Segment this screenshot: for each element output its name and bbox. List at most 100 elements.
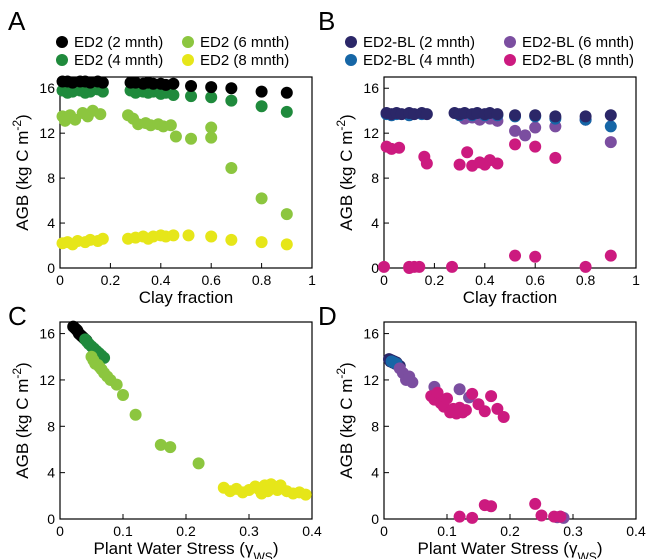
data-point-a-series-3: [182, 229, 195, 242]
data-point-a-series-1: [167, 88, 180, 101]
data-point-b-series-0: [420, 108, 433, 121]
data-point-a-series-3: [255, 236, 268, 249]
x-tick-label-d: 0.1: [437, 523, 457, 539]
y-tick-label-d: 8: [371, 418, 379, 434]
data-point-b-series-3: [509, 249, 522, 262]
data-point-c-series-3: [261, 485, 274, 498]
data-point-a-series-1: [205, 91, 218, 104]
legend-b-marker-0: [345, 36, 357, 48]
plot-panels: 0 0.2 0.4 0.6 0.8 1 0 4 8 12 16 Clay fraction AGB (k…: [10, 75, 646, 559]
x-tick-label-a: 0.6: [201, 272, 221, 288]
data-point-b-series-3: [378, 260, 390, 273]
data-point-a-series-3: [205, 230, 218, 243]
data-point-b-series-3: [461, 146, 474, 159]
data-point-b-series-0: [491, 108, 504, 121]
data-point-a-series-1: [96, 85, 109, 98]
data-point-a-series-2: [169, 130, 182, 143]
y-tick-label-d: 12: [363, 372, 379, 388]
y-tick-label-a: 16: [39, 80, 55, 96]
data-point-d-series-3: [466, 511, 479, 524]
data-point-b-series-3: [403, 262, 416, 274]
data-point-b-series-3: [529, 250, 542, 263]
data-point-a-series-1: [225, 94, 238, 107]
plot-frame-b: [383, 76, 637, 269]
data-point-a-series-2: [225, 162, 238, 175]
data-point-d-series-3: [485, 500, 498, 513]
data-point-b-series-2: [509, 124, 522, 137]
legend-a: ED2 (2 mnth) ED2 (4 mnth) ED2 (6 mnth) E…: [56, 34, 289, 69]
x-tick-label-a: 0.4: [151, 272, 171, 288]
data-point-c-series-2: [129, 408, 142, 421]
data-point-c-series-3: [299, 488, 312, 501]
panel-d: 0 0.1 0.2 0.3 0.4 0 4 8 12 16 Plant Water Stress (…: [334, 321, 646, 559]
y-axis-label-c: AGB (kg C m-2): [10, 362, 32, 478]
x-axis-label-b: Clay fraction: [463, 288, 557, 307]
legend-a-marker-3: [182, 54, 194, 66]
x-tick-label-b: 0.2: [425, 272, 445, 288]
legend-a-marker-1: [56, 54, 68, 66]
data-point-d-series-3: [491, 402, 504, 415]
data-point-a-series-3: [96, 232, 109, 245]
x-tick-label-a: 1: [308, 272, 316, 288]
y-axis-label-close: ): [337, 362, 356, 368]
y-axis-label-superscript: -2: [334, 120, 348, 131]
x-tick-label-b: 0.4: [475, 272, 495, 288]
data-point-b-series-3: [446, 260, 459, 273]
y-axis-label-superscript: -2: [10, 120, 24, 131]
data-point-b-series-3: [549, 151, 562, 164]
data-point-a-series-2: [164, 119, 177, 132]
x-tick-label-b: 0.8: [576, 272, 596, 288]
x-axis-label-close: ): [273, 539, 279, 558]
legend-b-label-3: ED2-BL (8 mnth): [522, 52, 634, 69]
y-tick-label-c: 0: [47, 511, 55, 527]
x-axis-label-subscript: WS: [253, 550, 272, 559]
data-point-b-series-3: [491, 157, 504, 170]
legend-a-label-1: ED2 (4 mnth): [74, 52, 163, 69]
data-point-a-series-0: [225, 82, 238, 95]
data-point-b-series-3: [393, 141, 406, 154]
y-axis-label-b: AGB (kg C m-2): [334, 114, 356, 230]
data-point-a-series-0: [167, 77, 180, 90]
panel-b: 0 0.2 0.4 0.6 0.8 1 0 4 8 12 16 Clay fraction AGB (k…: [334, 76, 640, 307]
data-point-a-series-0: [185, 79, 198, 92]
data-point-d-series-2: [453, 383, 466, 396]
y-tick-label-b: 12: [363, 125, 379, 141]
legend-a-marker-2: [182, 36, 194, 48]
x-tick-label-a: 0.2: [101, 272, 121, 288]
y-tick-label-d: 0: [371, 511, 379, 527]
data-point-d-series-3: [478, 405, 491, 418]
data-point-a-series-0: [280, 86, 293, 99]
x-tick-label-d: 0: [380, 523, 388, 539]
data-point-c-series-2: [154, 438, 167, 451]
y-axis-label-d: AGB (kg C m-2): [334, 362, 356, 478]
x-axis-label-close: ): [597, 539, 603, 558]
panel-letter-c: C: [8, 301, 27, 331]
y-tick-label-b: 0: [371, 260, 379, 276]
y-tick-label-b: 16: [363, 80, 379, 96]
x-axis-label-d: Plant Water Stress (γWS): [418, 539, 603, 559]
data-point-d-series-3: [554, 510, 567, 523]
y-tick-label-b: 8: [371, 170, 379, 186]
data-point-b-series-3: [579, 260, 592, 273]
legend-b-marker-2: [504, 36, 516, 48]
data-point-d-series-3: [535, 509, 548, 522]
data-point-a-series-2: [94, 108, 107, 121]
y-tick-label-d: 4: [371, 465, 379, 481]
y-axis-label-close: ): [13, 114, 32, 120]
y-axis-label-a: AGB (kg C m-2): [10, 114, 32, 230]
data-point-d-series-3: [485, 390, 498, 403]
data-point-b-series-3: [453, 158, 466, 171]
panel-a: 0 0.2 0.4 0.6 0.8 1 0 4 8 12 16 Clay fraction AGB (k…: [10, 75, 316, 307]
plot-frame-a: [59, 76, 313, 269]
data-point-b-series-3: [413, 260, 426, 273]
legend-b-label-1: ED2-BL (4 mnth): [363, 52, 475, 69]
data-point-d-series-3: [431, 386, 444, 399]
y-axis-label-superscript: -2: [334, 368, 348, 379]
y-tick-label-a: 4: [47, 215, 55, 231]
data-point-a-series-1: [185, 90, 198, 103]
x-tick-label-d: 0.3: [563, 523, 583, 539]
x-tick-label-c: 0.1: [113, 523, 133, 539]
y-axis-label-superscript: -2: [10, 368, 24, 379]
data-point-a-series-0: [96, 76, 109, 89]
